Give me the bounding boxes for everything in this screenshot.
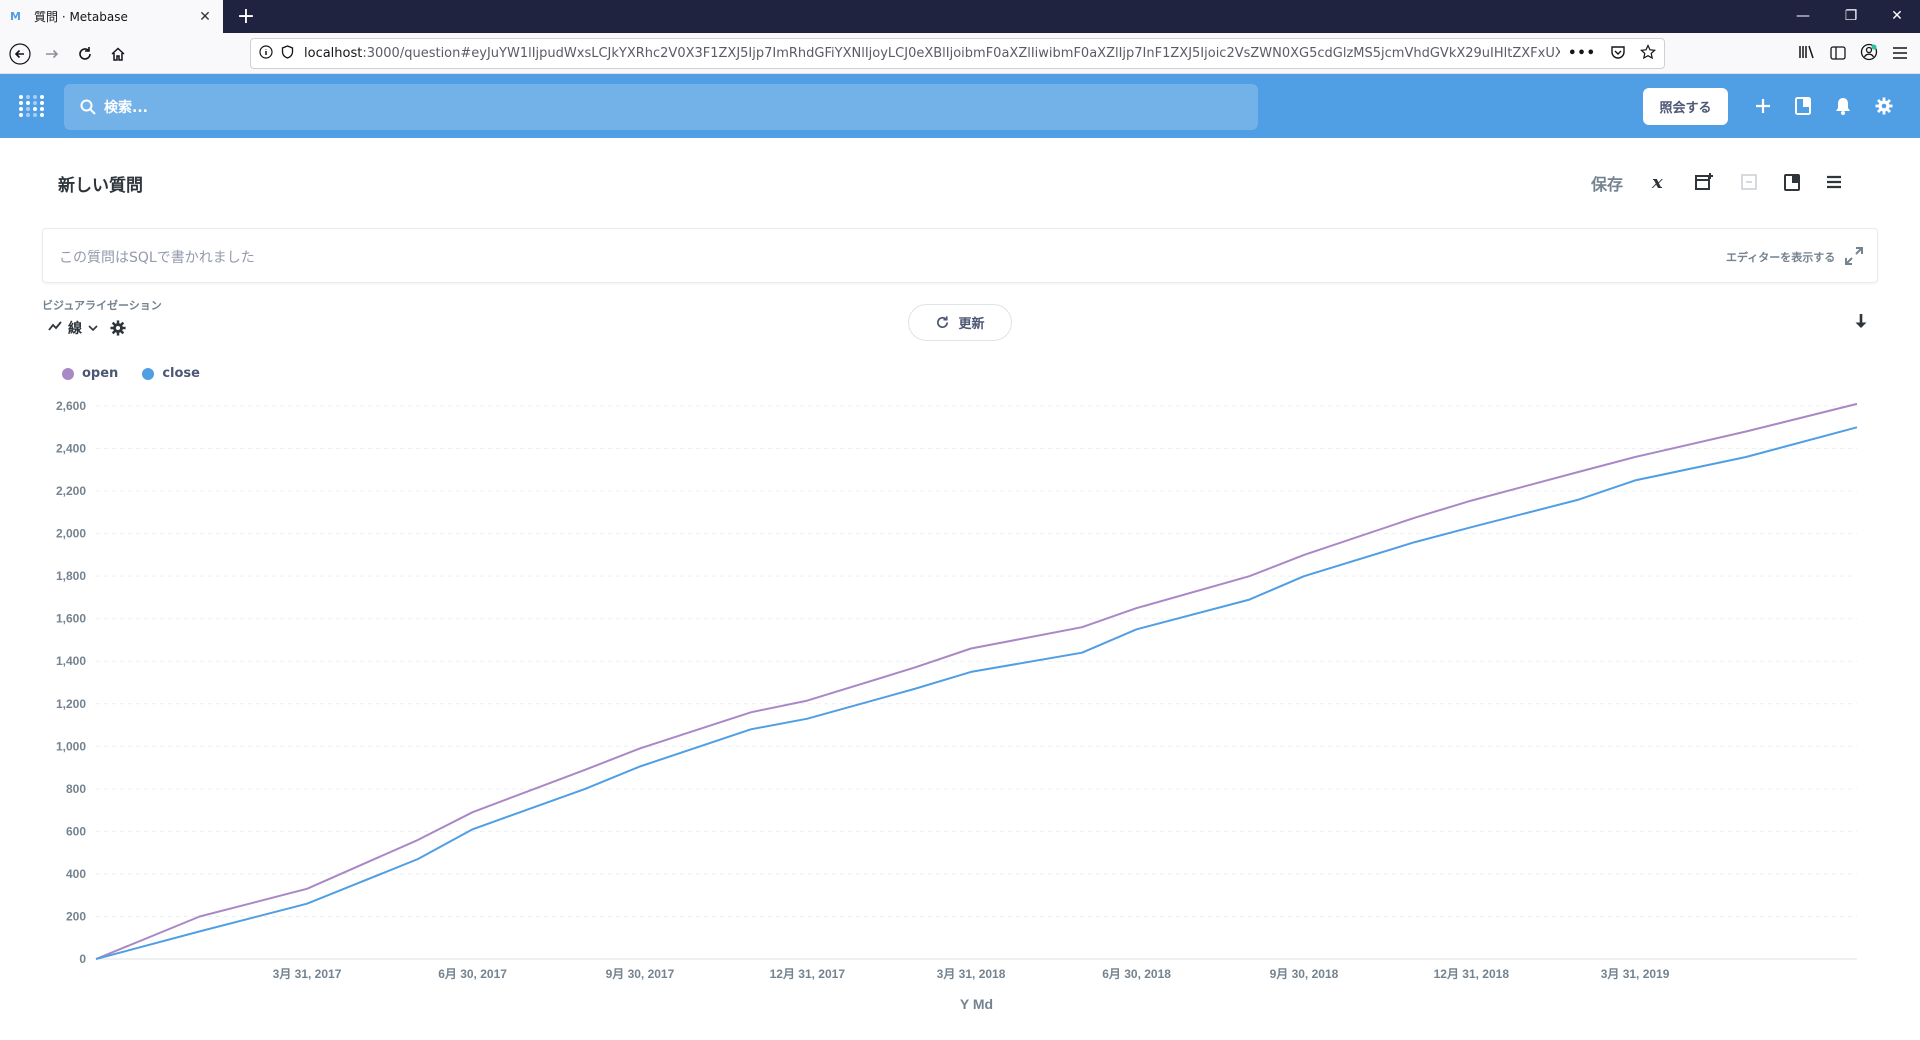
series-line-close	[95, 426, 1858, 960]
visualization-picker[interactable]: 線	[48, 318, 126, 338]
y-tick-label: 2,400	[56, 442, 86, 456]
download-icon[interactable]	[1851, 312, 1871, 334]
refresh-icon	[935, 315, 950, 330]
close-window-icon[interactable]: ✕	[1891, 8, 1903, 24]
add-to-dashboard-icon[interactable]	[1692, 170, 1716, 194]
search-icon	[80, 99, 96, 115]
svg-text:x: x	[1651, 173, 1663, 191]
y-tick-label: 1,400	[56, 654, 86, 668]
url-text: localhost:3000/question#eyJuYW1lIjpudWxs…	[304, 46, 1560, 61]
forward-icon[interactable]	[37, 39, 67, 69]
add-icon[interactable]	[1751, 94, 1775, 118]
browser-tab-strip: M 質問 · Metabase ✕ + — ❐ ✕	[0, 0, 1920, 33]
settings-gear-icon[interactable]	[1872, 94, 1896, 118]
chart-legend: open close	[62, 366, 200, 381]
expand-editor-icon[interactable]	[1843, 245, 1865, 267]
line-chart: 0 200 400 600 800 1,000 1,200 1,400 1,600 1,800 2,…	[56, 399, 1858, 1012]
browser-tab-title: 質問 · Metabase	[34, 10, 128, 24]
browser-navigation-bar: localhost:3000/question#eyJuYW1lIjpudWxs…	[0, 33, 1920, 74]
bookmark-star-icon[interactable]	[1640, 43, 1656, 64]
question-title[interactable]: 新しい質問	[58, 176, 143, 196]
browser-tab[interactable]: M 質問 · Metabase ✕	[0, 0, 223, 33]
y-tick-label: 2,600	[56, 399, 86, 413]
url-host: localhost	[304, 46, 363, 61]
tracking-protection-shield-icon[interactable]	[281, 44, 294, 63]
x-tick-label: 9月 30, 2017	[606, 967, 675, 981]
x-tick-label: 3月 31, 2019	[1601, 967, 1670, 981]
legend-dot-close	[142, 367, 155, 380]
legend-label-open: open	[82, 366, 119, 381]
visualization-section-label: ビジュアライゼーション	[42, 299, 162, 312]
y-tick-label: 200	[66, 909, 86, 923]
data-reference-icon[interactable]	[1780, 170, 1804, 194]
series-line-open	[95, 402, 1858, 960]
legend-item-open[interactable]: open	[62, 366, 118, 381]
x-tick-label: 3月 31, 2017	[273, 967, 342, 981]
x-tick-label: 6月 30, 2017	[438, 967, 507, 981]
minimize-window-icon[interactable]: —	[1796, 8, 1810, 24]
question-menu-icon[interactable]	[1822, 170, 1846, 194]
sidebar-toggle-icon[interactable]	[1830, 45, 1846, 64]
y-tick-label: 2,000	[56, 527, 86, 541]
page-actions-icon[interactable]: •••	[1568, 46, 1596, 61]
metabase-logo-icon[interactable]	[18, 94, 46, 118]
site-info-icon[interactable]	[259, 44, 273, 63]
x-tick-label: 9月 30, 2018	[1270, 967, 1339, 981]
app-menu-icon[interactable]	[1892, 45, 1908, 64]
legend-item-close[interactable]: close	[142, 366, 200, 381]
snippets-icon	[1737, 170, 1761, 194]
line-chart-icon	[48, 320, 62, 336]
pocket-icon[interactable]	[1610, 44, 1626, 64]
y-tick-label: 1,200	[56, 697, 86, 711]
url-path: :3000/question#eyJuYW1lIjpudWxsLCJkYXRhc…	[362, 46, 1561, 61]
y-tick-label: 2,200	[56, 484, 86, 498]
x-tick-label: 12月 31, 2017	[770, 967, 846, 981]
app-header: 検索... 照会する	[0, 74, 1920, 138]
chevron-down-icon	[88, 320, 98, 336]
visualization-type-label: 線	[68, 321, 82, 337]
home-icon[interactable]	[103, 39, 133, 69]
notifications-bell-icon[interactable]	[1831, 94, 1855, 118]
metabase-favicon-icon: M	[10, 9, 21, 23]
new-tab-icon[interactable]: +	[236, 4, 256, 29]
account-icon[interactable]	[1860, 43, 1878, 65]
variables-icon[interactable]: x	[1649, 170, 1673, 194]
visualization-settings-gear-icon[interactable]	[110, 320, 126, 336]
save-button[interactable]: 保存	[1591, 175, 1624, 194]
show-editor-link[interactable]: エディターを表示する	[1726, 251, 1836, 264]
search-input[interactable]: 検索...	[64, 84, 1258, 130]
restore-window-icon[interactable]: ❐	[1844, 8, 1858, 24]
reload-icon[interactable]	[70, 39, 100, 69]
y-tick-label: 600	[66, 824, 86, 838]
y-tick-label: 800	[66, 782, 86, 796]
x-axis-title: Y Md	[960, 996, 993, 1012]
native-query-editor-bar: この質問はSQLで書かれました エディターを表示する	[42, 228, 1878, 283]
search-placeholder: 検索...	[104, 100, 148, 116]
y-tick-label: 0	[79, 952, 86, 966]
y-tick-label: 1,800	[56, 569, 86, 583]
y-tick-label: 1,000	[56, 739, 86, 753]
library-icon[interactable]	[1798, 44, 1816, 64]
x-tick-label: 3月 31, 2018	[937, 967, 1006, 981]
refresh-label: 更新	[958, 317, 985, 332]
address-bar[interactable]: localhost:3000/question#eyJuYW1lIjpudWxs…	[250, 38, 1665, 69]
close-tab-icon[interactable]: ✕	[199, 8, 211, 25]
sql-note: この質問はSQLで書かれました	[59, 250, 255, 266]
x-tick-label: 12月 31, 2018	[1434, 967, 1510, 981]
legend-label-close: close	[162, 366, 200, 381]
ask-question-button[interactable]: 照会する	[1643, 88, 1728, 125]
refresh-button[interactable]: 更新	[908, 304, 1012, 341]
y-tick-label: 1,600	[56, 612, 86, 626]
x-tick-label: 6月 30, 2018	[1102, 967, 1171, 981]
browse-data-icon[interactable]	[1791, 94, 1815, 118]
back-icon[interactable]	[5, 39, 35, 69]
y-tick-label: 400	[66, 867, 86, 881]
legend-dot-open	[62, 367, 74, 380]
